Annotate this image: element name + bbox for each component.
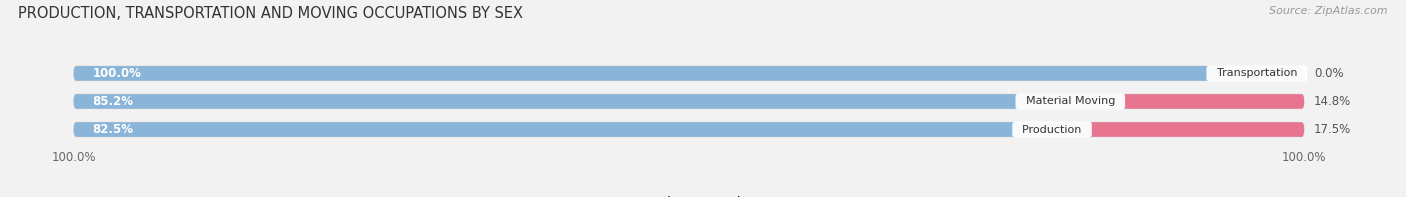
Text: Production: Production xyxy=(1015,125,1088,135)
Text: PRODUCTION, TRANSPORTATION AND MOVING OCCUPATIONS BY SEX: PRODUCTION, TRANSPORTATION AND MOVING OC… xyxy=(18,6,523,21)
FancyBboxPatch shape xyxy=(1088,122,1303,137)
FancyBboxPatch shape xyxy=(73,122,1088,137)
Text: 17.5%: 17.5% xyxy=(1313,123,1351,136)
Text: 82.5%: 82.5% xyxy=(93,123,134,136)
Text: Material Moving: Material Moving xyxy=(1018,97,1122,106)
FancyBboxPatch shape xyxy=(73,94,1303,109)
Text: Source: ZipAtlas.com: Source: ZipAtlas.com xyxy=(1270,6,1388,16)
Legend: Male, Female: Male, Female xyxy=(630,195,748,197)
FancyBboxPatch shape xyxy=(73,66,1303,81)
Text: 100.0%: 100.0% xyxy=(93,67,141,80)
FancyBboxPatch shape xyxy=(1122,94,1303,109)
FancyBboxPatch shape xyxy=(73,66,1303,81)
FancyBboxPatch shape xyxy=(73,94,1122,109)
FancyBboxPatch shape xyxy=(73,122,1303,137)
Text: 85.2%: 85.2% xyxy=(93,95,134,108)
Text: 14.8%: 14.8% xyxy=(1313,95,1351,108)
Text: 0.0%: 0.0% xyxy=(1313,67,1344,80)
Text: Transportation: Transportation xyxy=(1209,68,1303,78)
